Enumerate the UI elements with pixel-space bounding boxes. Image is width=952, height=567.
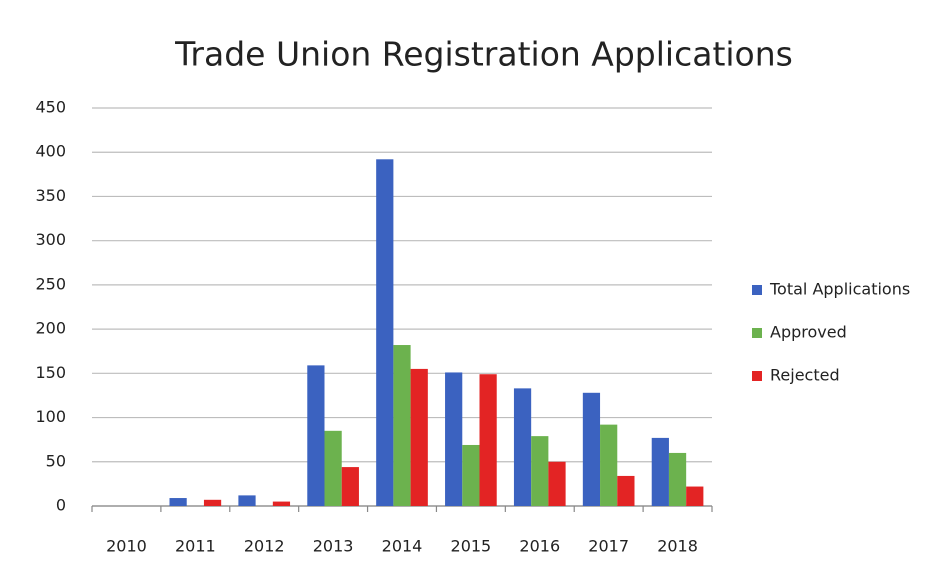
- y-tick-label: 400: [35, 142, 66, 161]
- bar: [600, 424, 618, 506]
- bar: [582, 392, 601, 506]
- x-tick-label: 2012: [244, 537, 285, 556]
- x-tick-label: 2011: [175, 537, 216, 556]
- y-tick-label: 350: [35, 186, 66, 205]
- bar: [548, 461, 566, 506]
- y-tick-label: 250: [35, 274, 66, 293]
- y-tick-label: 150: [35, 363, 66, 382]
- bar: [169, 498, 187, 506]
- bar: [462, 444, 480, 506]
- y-tick-label: 0: [56, 496, 66, 515]
- bar: [686, 486, 704, 506]
- bar: [393, 345, 411, 506]
- legend-label: Approved: [770, 323, 847, 342]
- y-tick-label: 200: [35, 319, 66, 338]
- bar: [617, 475, 635, 506]
- legend-swatch: [752, 371, 762, 381]
- x-tick-label: 2013: [313, 537, 354, 556]
- x-tick-label: 2015: [451, 537, 492, 556]
- bar: [479, 374, 497, 506]
- x-tick-label: 2018: [657, 537, 698, 556]
- bar: [513, 388, 532, 506]
- bar: [324, 430, 342, 506]
- bar: [307, 365, 325, 506]
- bar: [272, 501, 291, 506]
- bar: [531, 436, 549, 506]
- bar: [651, 437, 669, 506]
- x-tick-label: 2017: [588, 537, 629, 556]
- chart-title: Trade Union Registration Applications: [174, 35, 793, 74]
- y-tick-label: 300: [35, 230, 66, 249]
- bar: [376, 159, 394, 506]
- x-tick-label: 2016: [519, 537, 560, 556]
- x-tick-label: 2010: [106, 537, 147, 556]
- legend-swatch: [752, 328, 762, 338]
- bar: [668, 452, 687, 506]
- legend-label: Rejected: [770, 366, 840, 385]
- x-tick-label: 2014: [382, 537, 423, 556]
- legend-swatch: [752, 285, 762, 295]
- bar: [410, 368, 428, 506]
- y-tick-label: 100: [35, 407, 66, 426]
- y-tick-label: 450: [35, 98, 66, 117]
- bar: [203, 499, 222, 506]
- bar: [445, 372, 463, 506]
- bar: [341, 467, 359, 506]
- y-tick-label: 50: [46, 451, 66, 470]
- legend-label: Total Applications: [769, 280, 910, 299]
- bar: [238, 495, 256, 506]
